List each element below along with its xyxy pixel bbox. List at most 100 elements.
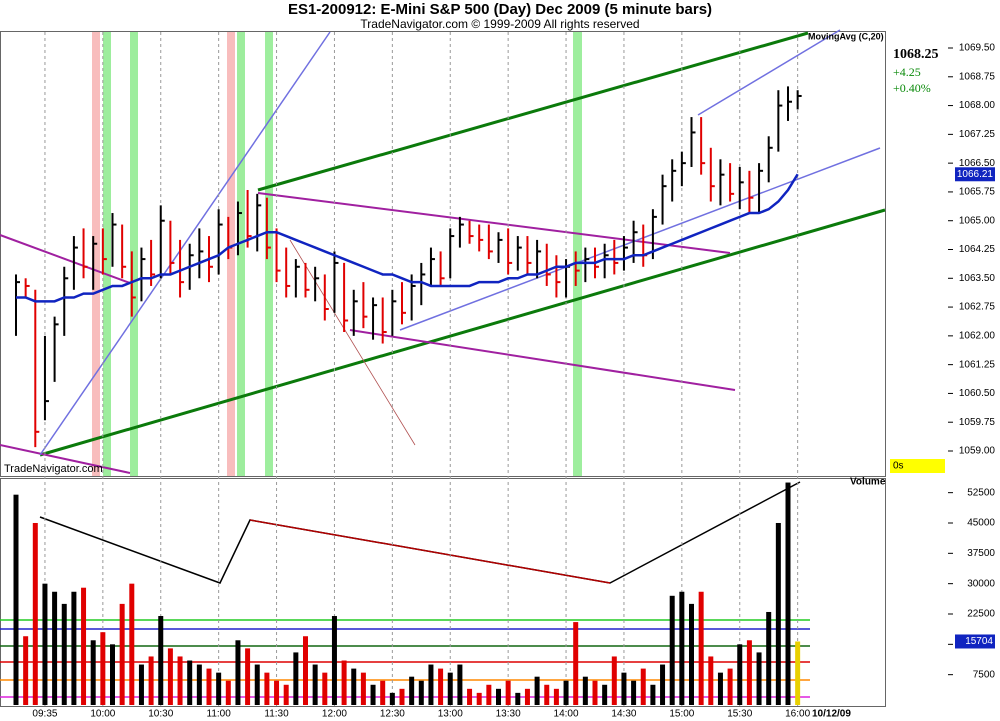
volume-bar bbox=[370, 684, 376, 705]
volume-bar bbox=[737, 644, 743, 705]
trend-line bbox=[289, 239, 416, 446]
volume-bar bbox=[717, 672, 723, 705]
date-label: 10/12/09 bbox=[812, 709, 851, 720]
y-tick-label: 1064.25 bbox=[959, 244, 996, 255]
volume-bar bbox=[312, 664, 318, 705]
volume-bar bbox=[534, 676, 540, 705]
volume-bar bbox=[42, 583, 48, 705]
y-tick-label: 1069.50 bbox=[959, 43, 996, 54]
watermark: TradeNavigator.com bbox=[4, 463, 103, 475]
volume-bar bbox=[727, 668, 733, 705]
y-tick-label: 1065.75 bbox=[959, 187, 996, 198]
volume-bar bbox=[71, 591, 77, 705]
trend-line bbox=[0, 234, 131, 284]
band bbox=[130, 32, 138, 476]
volume-bar bbox=[631, 680, 637, 705]
y-tick-label: 1066.50 bbox=[959, 158, 996, 169]
volume-bar bbox=[553, 688, 559, 705]
volume-bar bbox=[216, 672, 222, 705]
y-tick-label: 22500 bbox=[967, 609, 995, 620]
volume-bar bbox=[399, 688, 405, 705]
trend-lines bbox=[0, 29, 886, 474]
change-pct: +0.40% bbox=[893, 81, 931, 95]
trend-line bbox=[399, 147, 881, 331]
volume-bar bbox=[380, 680, 386, 705]
x-tick-label: 14:00 bbox=[554, 709, 579, 720]
band bbox=[265, 32, 273, 476]
volume-bar bbox=[52, 591, 58, 705]
volume-bar bbox=[698, 591, 704, 705]
volume-bar bbox=[254, 664, 260, 705]
volume-bar bbox=[61, 603, 67, 705]
volume-bar bbox=[32, 522, 38, 705]
trend-line bbox=[0, 444, 131, 474]
volume-bar bbox=[457, 664, 463, 705]
volume-bar bbox=[110, 644, 115, 705]
volume-bar bbox=[621, 672, 627, 705]
volume-bar bbox=[389, 692, 395, 705]
trend-line bbox=[39, 208, 886, 457]
volume-bar bbox=[592, 680, 598, 705]
timer: 0s bbox=[893, 461, 904, 472]
volume-bar bbox=[669, 595, 675, 705]
volume-bar bbox=[235, 640, 241, 705]
y-tick-label: 1062.00 bbox=[959, 330, 996, 341]
x-tick-label: 10:00 bbox=[90, 709, 115, 720]
volume-bar bbox=[100, 632, 106, 705]
value-badge bbox=[955, 634, 995, 649]
volume-bar bbox=[438, 668, 444, 705]
y-tick-label: 1062.75 bbox=[959, 302, 996, 313]
x-tick-label: 12:30 bbox=[380, 709, 405, 720]
volume-bar bbox=[206, 668, 212, 705]
x-tick-label: 11:00 bbox=[207, 709, 232, 720]
volume-bar bbox=[274, 680, 280, 705]
trend-line bbox=[697, 29, 841, 116]
volume-bar bbox=[785, 482, 791, 705]
volume-bar bbox=[505, 680, 511, 705]
volume-bar bbox=[129, 583, 135, 705]
y-tick-label: 1059.00 bbox=[959, 446, 996, 457]
value-badge bbox=[955, 167, 995, 182]
volume-bar bbox=[650, 684, 656, 705]
volume-bar bbox=[708, 656, 714, 705]
volume-bar bbox=[467, 688, 473, 705]
y-tick-label: 1061.25 bbox=[959, 359, 996, 370]
volume-bar bbox=[81, 587, 87, 705]
volume-levels bbox=[0, 481, 810, 698]
x-tick-label: 12:00 bbox=[322, 709, 347, 720]
volume-bar bbox=[428, 664, 434, 705]
moving-average bbox=[16, 173, 799, 303]
volume-bar bbox=[138, 664, 144, 705]
volume-bar bbox=[756, 652, 762, 705]
volume-bar bbox=[13, 494, 19, 705]
x-tick-label: 16:00 bbox=[785, 709, 810, 720]
volume-bar bbox=[486, 684, 492, 705]
y-tick-label: 1059.75 bbox=[959, 417, 996, 428]
y-tick-label: 7500 bbox=[973, 669, 996, 680]
volume-bar bbox=[746, 640, 752, 705]
volume-bar bbox=[524, 688, 530, 705]
y-tick-label: 52500 bbox=[967, 487, 995, 498]
band bbox=[227, 32, 235, 476]
volume-bar bbox=[331, 616, 337, 705]
ma-last-label: 1066.21 bbox=[957, 169, 994, 180]
trend-line bbox=[39, 31, 331, 456]
volume-bar bbox=[679, 591, 685, 705]
last-price: 1068.25 bbox=[893, 47, 939, 62]
trend-line bbox=[257, 31, 809, 192]
volume-bar bbox=[23, 636, 29, 705]
volume-bar bbox=[409, 676, 415, 705]
band bbox=[92, 32, 100, 476]
volume-bar bbox=[660, 664, 666, 705]
volume-bar bbox=[582, 676, 588, 705]
volume-bar bbox=[496, 688, 501, 705]
volume-bar bbox=[196, 664, 202, 705]
volume-bar bbox=[283, 684, 289, 705]
volume-bar bbox=[351, 668, 357, 705]
volume-bar bbox=[360, 672, 366, 705]
volume-bar bbox=[544, 684, 550, 705]
volume-bar bbox=[90, 640, 96, 705]
volume-bar bbox=[418, 680, 424, 705]
volume-bar bbox=[148, 656, 154, 705]
y-tick-label: 1068.00 bbox=[959, 100, 996, 111]
